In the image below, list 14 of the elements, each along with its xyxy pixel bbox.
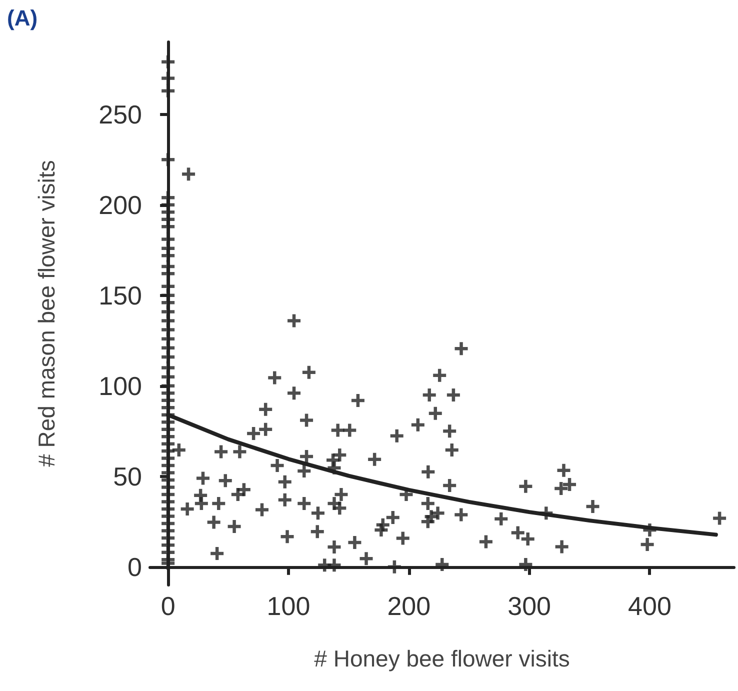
x-tick-label: 100 <box>266 591 310 621</box>
chart-title: (A) <box>7 6 38 30</box>
x-tick-label: 400 <box>628 591 672 621</box>
y-axis-title: # Red mason bee flower visits <box>34 160 60 467</box>
y-tick-label: 100 <box>98 370 142 401</box>
x-tick-label: 0 <box>160 591 176 621</box>
x-tick-label: 200 <box>387 591 431 621</box>
x-tick-label: 300 <box>508 591 551 621</box>
y-tick-label: 200 <box>98 190 142 220</box>
y-tick-label: 250 <box>98 99 142 130</box>
x-axis-title: # Honey bee flower visits <box>314 646 570 672</box>
y-tick-label: 0 <box>128 552 142 582</box>
y-tick-label: 150 <box>98 280 142 310</box>
y-tick-label: 50 <box>113 461 142 492</box>
